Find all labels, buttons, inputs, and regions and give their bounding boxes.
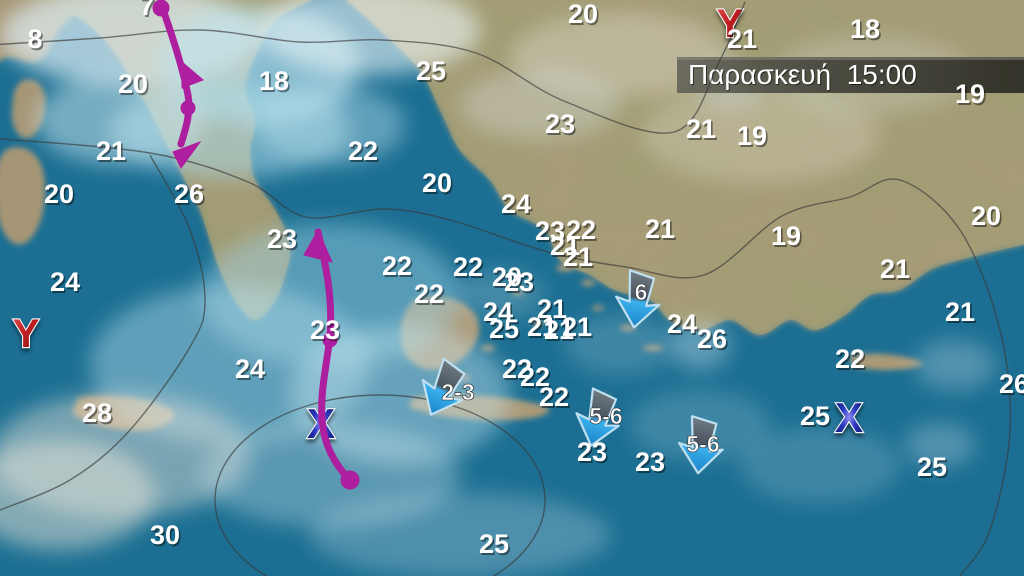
svg-text:28: 28	[82, 398, 112, 428]
svg-text:22: 22	[835, 344, 865, 374]
svg-text:25: 25	[489, 314, 519, 344]
svg-text:26: 26	[999, 369, 1024, 399]
svg-text:25: 25	[917, 452, 947, 482]
svg-text:21: 21	[96, 136, 126, 166]
svg-text:21: 21	[727, 24, 757, 54]
svg-text:20: 20	[422, 168, 452, 198]
svg-text:26: 26	[697, 324, 727, 354]
svg-text:20: 20	[44, 179, 74, 209]
svg-text:23: 23	[267, 224, 297, 254]
svg-text:30: 30	[150, 520, 180, 550]
svg-text:18: 18	[850, 14, 880, 44]
svg-text:21: 21	[945, 297, 975, 327]
svg-text:8: 8	[27, 24, 42, 54]
svg-text:26: 26	[174, 179, 204, 209]
svg-text:21: 21	[544, 315, 574, 345]
svg-text:22: 22	[414, 279, 444, 309]
svg-text:23: 23	[577, 437, 607, 467]
svg-text:24: 24	[501, 189, 531, 219]
svg-text:24: 24	[50, 267, 80, 297]
svg-text:24: 24	[235, 354, 265, 384]
svg-text:21: 21	[645, 214, 675, 244]
svg-text:20: 20	[118, 69, 148, 99]
svg-text:19: 19	[955, 79, 985, 109]
svg-text:21: 21	[880, 254, 910, 284]
svg-text:X: X	[835, 394, 863, 441]
svg-text:23: 23	[310, 315, 340, 345]
svg-text:23: 23	[635, 447, 665, 477]
svg-text:6: 6	[635, 279, 648, 305]
svg-text:20: 20	[971, 201, 1001, 231]
svg-text:25: 25	[416, 56, 446, 86]
svg-text:Y: Y	[13, 312, 40, 356]
svg-text:24: 24	[667, 309, 697, 339]
svg-text:23: 23	[545, 109, 575, 139]
svg-text:21: 21	[563, 242, 593, 272]
svg-text:2-3: 2-3	[441, 379, 474, 405]
svg-text:22: 22	[348, 136, 378, 166]
svg-text:Παρασκευή 15:00: Παρασκευή 15:00	[688, 59, 917, 90]
svg-text:25: 25	[479, 529, 509, 559]
svg-text:18: 18	[259, 66, 289, 96]
svg-text:19: 19	[737, 121, 767, 151]
svg-text:20: 20	[492, 262, 522, 292]
svg-text:7: 7	[139, 0, 154, 21]
svg-text:22: 22	[382, 251, 412, 281]
svg-text:5-6: 5-6	[686, 431, 719, 457]
svg-text:22: 22	[539, 382, 569, 412]
svg-text:20: 20	[568, 0, 598, 29]
svg-text:19: 19	[771, 221, 801, 251]
svg-text:22: 22	[453, 252, 483, 282]
svg-text:25: 25	[800, 401, 830, 431]
svg-text:21: 21	[686, 114, 716, 144]
svg-text:5-6: 5-6	[589, 403, 622, 429]
